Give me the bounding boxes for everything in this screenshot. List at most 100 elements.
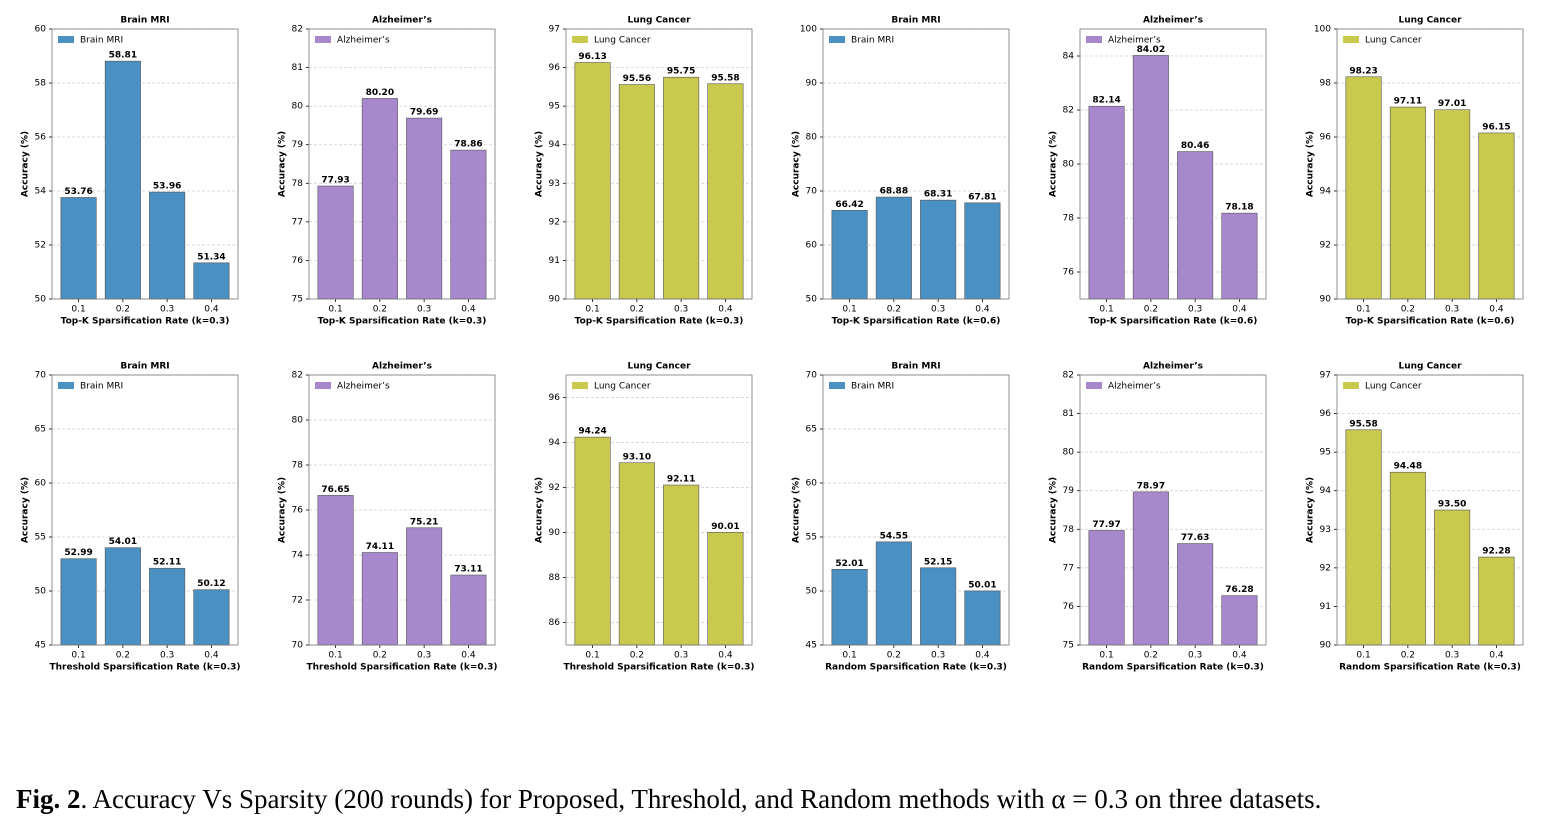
value-label: 95.58 — [711, 73, 739, 83]
plot-frame — [822, 28, 1010, 300]
y-tick-label: 79 — [1063, 486, 1075, 496]
bar — [1132, 491, 1169, 646]
plot-frame — [1079, 28, 1267, 300]
legend-label: Brain MRI — [851, 382, 894, 392]
legend-label: Alzheimer’s — [1108, 36, 1161, 46]
legend-label: Brain MRI — [851, 36, 894, 46]
legend-label: Lung Cancer — [594, 382, 651, 392]
x-tick-label: 0.3 — [674, 651, 688, 661]
y-tick-label: 96 — [549, 393, 561, 403]
y-tick-label: 55 — [35, 533, 46, 543]
value-label: 50.12 — [197, 579, 225, 589]
y-axis-label: Accuracy (%) — [792, 131, 802, 197]
value-label: 97.01 — [1438, 99, 1466, 109]
bar — [317, 185, 354, 300]
y-tick-label: 80 — [292, 102, 304, 112]
value-label: 97.11 — [1394, 97, 1422, 107]
x-tick-label: 0.2 — [630, 651, 644, 661]
x-tick-label: 0.4 — [461, 651, 476, 661]
x-axis-label: Top-K Sparsification Rate (k=0.3) — [61, 317, 230, 327]
x-tick-label: 0.4 — [718, 305, 733, 315]
bar — [663, 76, 700, 300]
bar — [1478, 132, 1515, 300]
value-label: 75.21 — [410, 517, 438, 527]
y-tick-label: 50 — [35, 587, 47, 597]
legend-label: Lung Cancer — [1365, 382, 1422, 392]
y-tick-label: 76 — [292, 256, 304, 266]
value-label: 73.11 — [454, 565, 482, 575]
bar — [875, 196, 912, 300]
x-tick-label: 0.4 — [204, 305, 219, 315]
x-tick-label: 0.4 — [1232, 305, 1247, 315]
y-tick-label: 76 — [1063, 268, 1075, 278]
bar — [450, 149, 487, 300]
y-tick-label: 81 — [292, 63, 303, 73]
x-axis-label: Top-K Sparsification Rate (k=0.6) — [1089, 317, 1258, 327]
y-tick-label: 92 — [549, 217, 560, 227]
value-label: 80.46 — [1181, 141, 1209, 151]
y-tick-label: 58 — [35, 79, 47, 89]
chart-title: Brain MRI — [891, 362, 940, 372]
value-label: 78.18 — [1225, 203, 1253, 213]
y-axis-label: Accuracy (%) — [1049, 477, 1059, 543]
bar — [1088, 105, 1125, 300]
value-label: 66.42 — [835, 200, 863, 210]
y-tick-label: 80 — [1063, 160, 1075, 170]
value-label: 50.01 — [968, 580, 996, 590]
x-axis-label: Top-K Sparsification Rate (k=0.6) — [832, 317, 1001, 327]
x-tick-label: 0.2 — [1144, 651, 1158, 661]
y-tick-label: 90 — [549, 295, 561, 305]
value-label: 84.02 — [1137, 45, 1165, 55]
value-label: 90.01 — [711, 522, 739, 532]
y-axis-label: Accuracy (%) — [535, 477, 545, 543]
y-tick-label: 82 — [292, 25, 303, 35]
value-label: 96.15 — [1482, 122, 1510, 132]
legend-label: Lung Cancer — [594, 36, 651, 46]
plot-frame — [308, 374, 496, 646]
bar — [618, 462, 655, 646]
y-tick-label: 98 — [1320, 79, 1332, 89]
value-label: 52.11 — [153, 558, 181, 568]
value-label: 79.69 — [410, 108, 438, 118]
value-label: 93.10 — [623, 452, 651, 462]
bar — [1434, 509, 1471, 646]
caption: Fig. 2. Accuracy Vs Sparsity (200 rounds… — [16, 784, 1321, 814]
x-tick-label: 0.4 — [1489, 305, 1504, 315]
y-tick-label: 81 — [1063, 409, 1074, 419]
value-label: 77.63 — [1181, 533, 1209, 543]
x-tick-label: 0.2 — [373, 651, 387, 661]
x-axis-label: Top-K Sparsification Rate (k=0.3) — [318, 317, 487, 327]
x-axis-label: Threshold Sparsification Rate (k=0.3) — [49, 663, 240, 673]
y-tick-label: 78 — [1063, 525, 1075, 535]
bar — [104, 60, 141, 300]
bar — [875, 541, 912, 646]
plot-frame — [1079, 374, 1267, 646]
plot-frame — [1336, 374, 1524, 646]
legend-swatch — [1086, 382, 1102, 389]
bar — [618, 84, 655, 300]
y-axis-label: Accuracy (%) — [21, 131, 31, 197]
bar — [149, 191, 186, 300]
y-tick-label: 90 — [806, 79, 818, 89]
y-tick-label: 78 — [1063, 214, 1075, 224]
bar — [920, 199, 957, 300]
x-tick-label: 0.3 — [160, 651, 174, 661]
plot-frame — [51, 28, 239, 300]
value-label: 53.96 — [153, 182, 181, 192]
value-label: 77.93 — [321, 175, 349, 185]
y-tick-label: 96 — [1320, 133, 1332, 143]
y-tick-label: 56 — [35, 133, 47, 143]
bar — [707, 531, 744, 646]
y-tick-label: 52 — [35, 241, 46, 251]
y-tick-label: 75 — [1063, 641, 1074, 651]
bar — [149, 567, 186, 646]
y-tick-label: 94 — [1320, 486, 1332, 496]
x-tick-label: 0.1 — [328, 651, 342, 661]
bar — [663, 484, 700, 646]
x-tick-label: 0.1 — [842, 305, 856, 315]
bar — [1345, 76, 1382, 300]
y-tick-label: 50 — [806, 587, 818, 597]
legend-swatch — [829, 36, 845, 43]
y-tick-label: 92 — [1320, 241, 1331, 251]
